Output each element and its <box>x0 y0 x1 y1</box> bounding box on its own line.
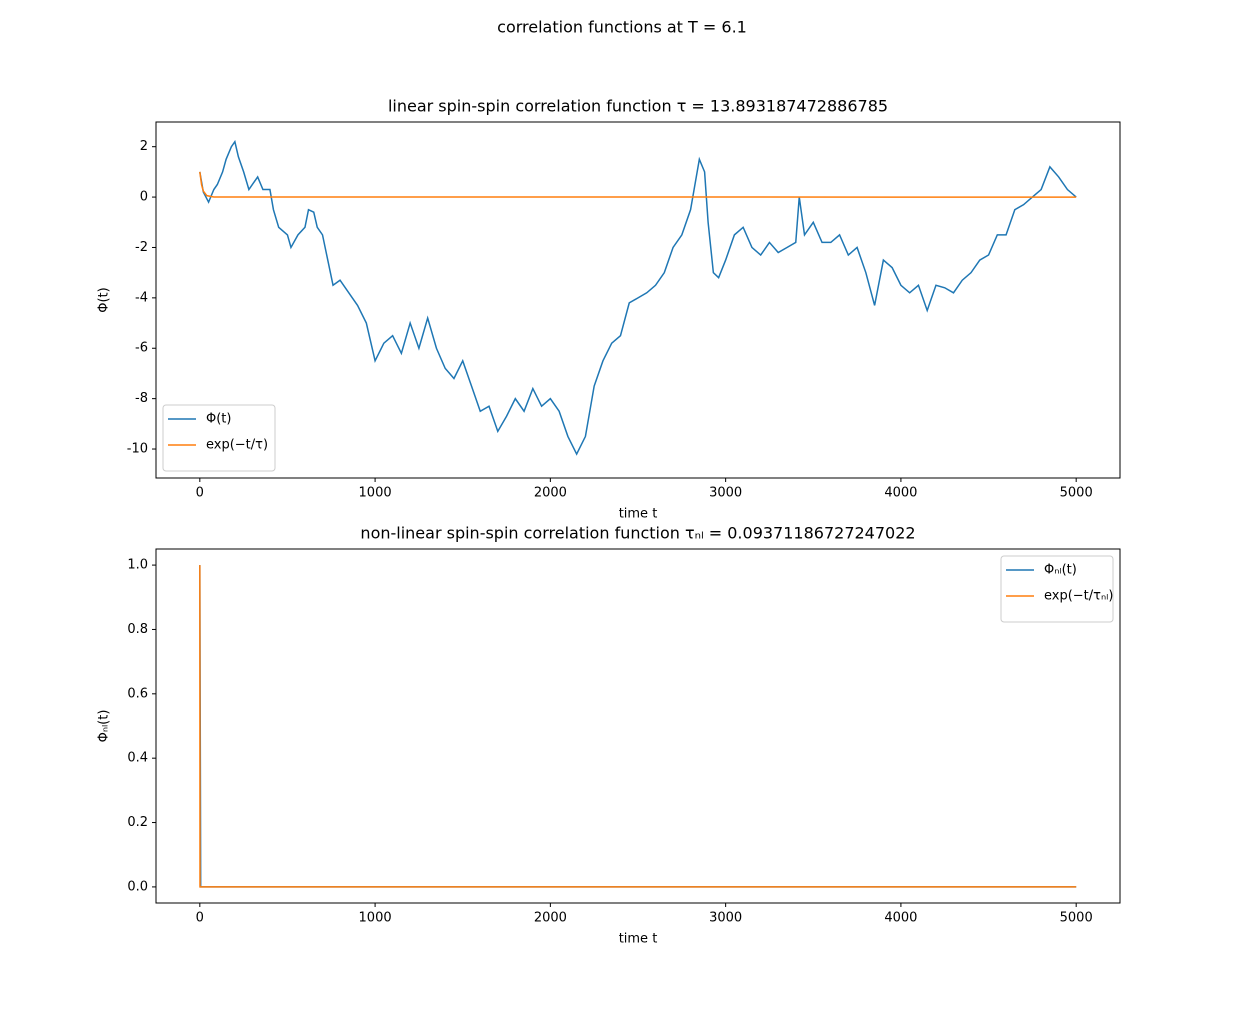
legend-label: Φ(t) <box>206 412 231 427</box>
y-axis-label: Φₙₗ(t) <box>97 710 112 743</box>
y-tick-label: 0.6 <box>127 686 148 701</box>
axes-title: linear spin-spin correlation function τ … <box>388 97 888 116</box>
x-tick-label: 1000 <box>359 911 392 926</box>
x-tick-label: 4000 <box>884 486 917 501</box>
axes-title: non-linear spin-spin correlation functio… <box>360 524 915 543</box>
x-axis-label: time t <box>619 507 658 522</box>
x-tick-label: 5000 <box>1060 911 1093 926</box>
x-axis-label: time t <box>619 932 658 947</box>
y-tick-label: -2 <box>135 240 148 255</box>
x-tick-label: 5000 <box>1060 486 1093 501</box>
legend-label: exp(−t/τ) <box>206 438 268 453</box>
x-tick-label: 3000 <box>709 486 742 501</box>
x-tick-label: 1000 <box>359 486 392 501</box>
y-tick-label: 0.8 <box>127 622 148 637</box>
figure-title: correlation functions at T = 6.1 <box>497 18 747 37</box>
x-tick-label: 3000 <box>709 911 742 926</box>
data-line <box>199 139 1077 456</box>
y-tick-label: 0 <box>140 190 148 205</box>
y-tick-label: -6 <box>135 341 148 356</box>
data-line <box>199 171 1077 198</box>
y-tick-label: -10 <box>127 442 148 457</box>
y-tick-label: -4 <box>135 290 148 305</box>
y-tick-label: 0.2 <box>127 815 148 830</box>
y-tick-label: 1.0 <box>127 558 148 573</box>
legend-box <box>162 404 276 472</box>
x-tick-label: 0 <box>196 486 204 501</box>
y-tick-label: 2 <box>140 139 148 154</box>
axes-frame <box>155 121 1121 479</box>
y-tick-label: 0.4 <box>127 751 148 766</box>
data-line <box>199 565 1077 888</box>
legend-box <box>1000 555 1114 623</box>
y-tick-label: 0.0 <box>127 879 148 894</box>
x-tick-label: 0 <box>196 911 204 926</box>
legend-label: exp(−t/τₙₗ) <box>1044 589 1113 604</box>
y-tick-label: -8 <box>135 391 148 406</box>
x-tick-label: 2000 <box>534 486 567 501</box>
axes-frame <box>155 548 1121 904</box>
x-tick-label: 2000 <box>534 911 567 926</box>
legend-label: Φₙₗ(t) <box>1044 563 1077 578</box>
y-axis-label: Φ(t) <box>97 287 112 312</box>
x-tick-label: 4000 <box>884 911 917 926</box>
